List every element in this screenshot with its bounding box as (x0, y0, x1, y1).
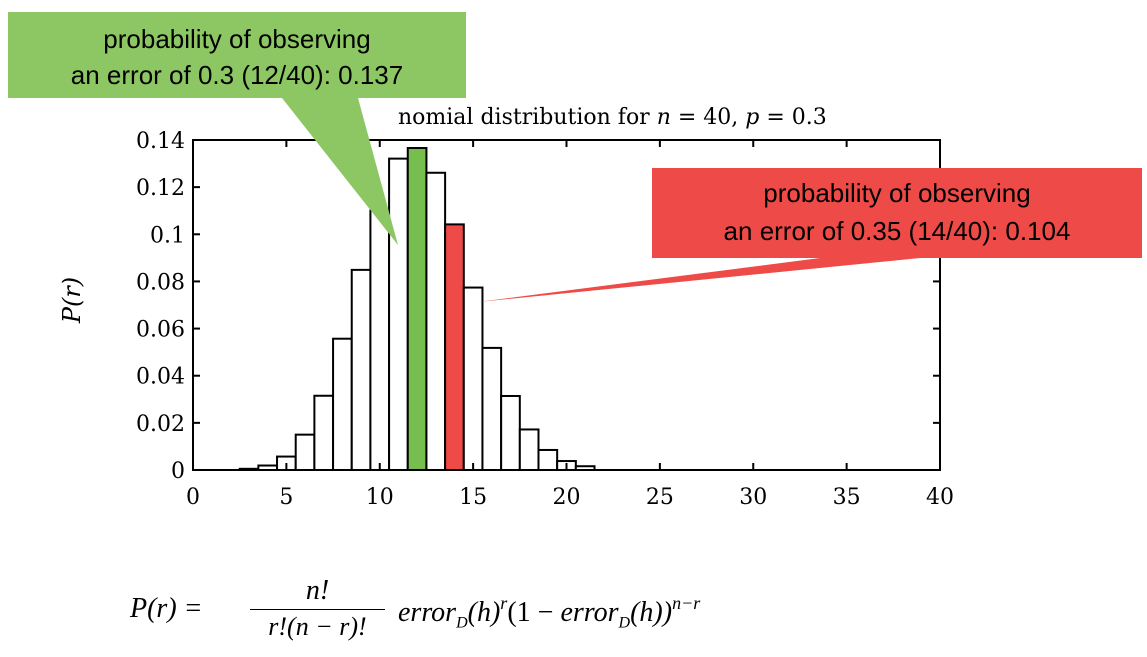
y-tick-label-0.04: 0.04 (136, 365, 185, 390)
x-tick-label-15: 15 (459, 485, 487, 510)
y-axis-label: P(r) (58, 277, 86, 324)
tick-labels-group: 0 5 10 15 20 25 30 35 40 0 0.02 0.04 0.06 0.08 0.1 0.12… (136, 129, 954, 510)
red-callout-line1: probability of observing (763, 178, 1030, 208)
bars-group (238, 147, 596, 472)
bar-r-8 (332, 337, 353, 472)
bar-r-14 (444, 223, 465, 471)
green-callout-line2: an error of 0.3 (12/40): 0.137 (71, 60, 403, 90)
bar-r-10 (369, 209, 391, 471)
red-callout-pointer (478, 258, 920, 302)
formula-rhs: errorD(h)r(1 − errorD(h))n−r (398, 593, 701, 632)
red-callout-line2: an error of 0.35 (14/40): 0.104 (724, 216, 1071, 246)
chart-title: nomial distribution for n = 40, p = 0.3 (398, 105, 827, 130)
binomial-formula: P(r) = n! r!(n − r)! errorD(h)r(1 − erro… (130, 575, 950, 645)
x-tick-label-40: 40 (926, 485, 954, 510)
formula-denominator: r!(n − r)! (268, 612, 367, 641)
bar-r-18 (518, 428, 540, 472)
bar-r-17 (500, 394, 521, 471)
green-callout-pointer (282, 98, 398, 245)
formula-lhs: P(r) = (130, 593, 203, 624)
green-callout-line1: probability of observing (103, 24, 370, 54)
bar-r-11 (388, 157, 409, 471)
bar-r-16 (481, 346, 503, 471)
bar-r-19 (537, 448, 559, 472)
bar-r-13 (425, 171, 447, 471)
bar-r-7 (313, 394, 335, 471)
x-tick-label-35: 35 (833, 485, 861, 510)
bar-r-9 (350, 268, 372, 471)
y-tick-label-0.12: 0.12 (136, 176, 185, 201)
y-tick-label-0.1: 0.1 (150, 223, 185, 248)
x-tick-label-0: 0 (186, 485, 200, 510)
y-tick-label-0.06: 0.06 (136, 318, 185, 343)
x-tick-label-30: 30 (739, 485, 767, 510)
formula-numerator: n! (250, 575, 385, 610)
ticks-group (192, 139, 941, 471)
bar-r-6 (294, 433, 316, 471)
x-tick-label-25: 25 (646, 485, 674, 510)
red-callout-box (652, 168, 1142, 258)
binomial-chart: 0 5 10 15 20 25 30 35 40 0 0.02 0.04 0.06 0.08 0.1 0.12… (8, 12, 1142, 510)
red-callout: probability of observing an error of 0.3… (478, 168, 1142, 302)
y-tick-label-0.08: 0.08 (136, 270, 185, 295)
y-tick-label-0.02: 0.02 (136, 412, 185, 437)
x-tick-label-5: 5 (279, 485, 293, 510)
x-tick-label-20: 20 (553, 485, 581, 510)
bar-r-15 (462, 286, 484, 471)
bar-r-12 (406, 147, 428, 471)
green-callout: probability of observing an error of 0.3… (8, 12, 466, 245)
formula-fraction: n! r!(n − r)! (250, 575, 385, 642)
y-tick-label-0.14: 0.14 (136, 129, 185, 154)
y-tick-label-0: 0 (171, 459, 185, 484)
green-callout-box (8, 12, 466, 98)
x-tick-label-10: 10 (366, 485, 394, 510)
